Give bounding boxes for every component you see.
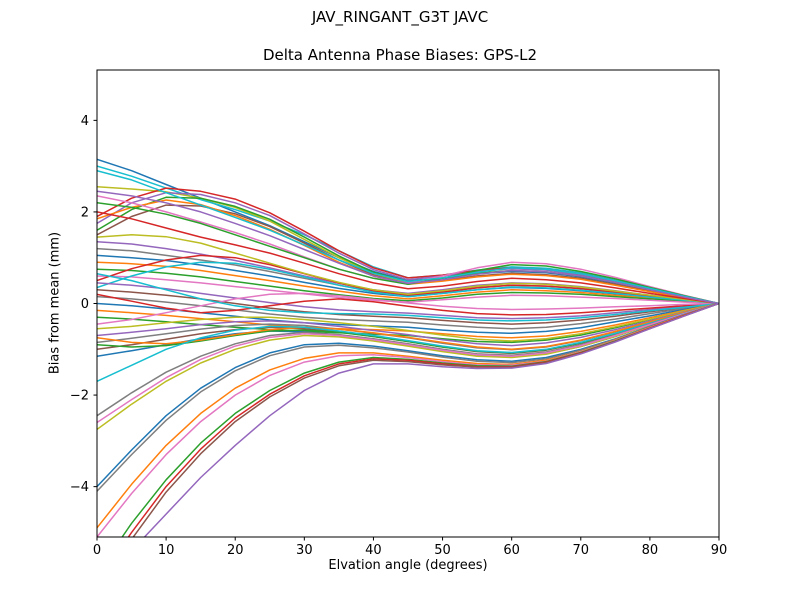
series-line-14: [97, 275, 719, 305]
y-tick-label-1: −2: [70, 389, 89, 404]
series-line-36: [97, 302, 719, 431]
figure-title: JAV_RINGANT_G3T JAVC: [311, 8, 489, 26]
x-axis-label: Elvation angle (degrees): [328, 558, 488, 573]
x-tick-label-6: 60: [503, 543, 520, 558]
series-line-39: [97, 302, 719, 492]
y-tick-label-4: 4: [81, 114, 89, 129]
series-line-37: [97, 302, 719, 424]
y-tick-label-2: 0: [81, 297, 89, 312]
x-tick-label-0: 0: [93, 543, 101, 558]
series-line-34: [97, 302, 719, 383]
series-line-25: [97, 292, 719, 325]
x-tick-label-1: 10: [158, 543, 175, 558]
x-tick-label-4: 40: [365, 543, 382, 558]
series-line-48: [97, 202, 719, 305]
series-line-50: [97, 190, 719, 305]
y-tick-label-0: −4: [70, 480, 89, 495]
x-tick-label-8: 80: [642, 543, 659, 558]
plot-area: [97, 158, 719, 537]
series-line-12: [97, 261, 719, 305]
x-tick-label-7: 70: [573, 543, 590, 558]
x-tick-label-2: 20: [227, 543, 244, 558]
series-line-49: [97, 169, 719, 305]
series-line-27: [97, 302, 719, 342]
x-tick-label-3: 30: [296, 543, 313, 558]
series-line-33: [97, 302, 719, 351]
series-line-18: [97, 282, 719, 320]
y-tick-label-3: 2: [81, 205, 89, 220]
series-line-46: [97, 211, 719, 305]
series-line-28: [97, 302, 719, 347]
series-line-45: [143, 302, 719, 537]
series-line-26: [97, 272, 719, 322]
series-line-5: [97, 191, 719, 305]
series-line-15: [97, 254, 719, 305]
axes-title: Delta Antenna Phase Biases: GPS-L2: [262, 46, 538, 64]
series-line-17: [97, 234, 719, 305]
series-line-13: [97, 268, 719, 305]
series-line-16: [97, 261, 719, 305]
x-tick-label-9: 90: [711, 543, 728, 558]
x-tick-label-5: 50: [434, 543, 451, 558]
series-line-24: [97, 293, 719, 316]
